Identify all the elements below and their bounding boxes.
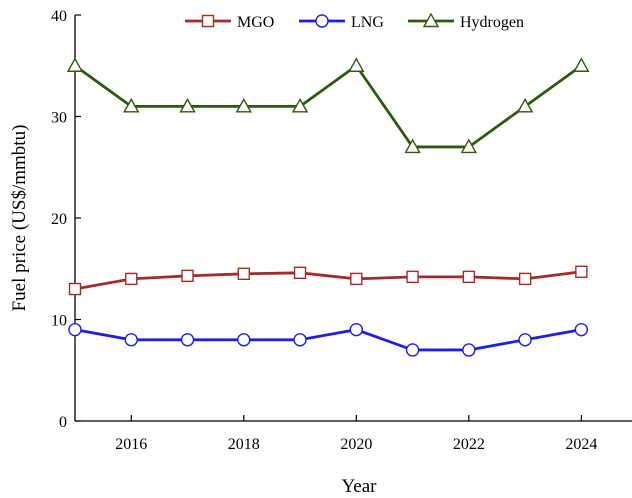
data-point-hydrogen [516, 97, 534, 113]
axes: 0 10 20 30 40 2016 2018 2020 2022 2024 [51, 8, 632, 453]
y-tick-label: 10 [51, 313, 67, 330]
data-point-mgo [181, 269, 194, 283]
data-point-mgo [293, 266, 307, 280]
series-line-mgo [74, 270, 582, 291]
legend-label-mgo: MGO [237, 14, 274, 31]
legend-item-mgo: MGO [185, 14, 274, 31]
legend-label-hydrogen: Hydrogen [460, 14, 524, 31]
data-point-mgo [518, 272, 532, 286]
y-tick-label: 0 [59, 414, 67, 431]
series-layer [66, 57, 590, 357]
data-point-lng [518, 333, 532, 347]
data-point-mgo [350, 272, 363, 286]
data-point-mgo [406, 270, 419, 284]
x-tick-label: 2020 [340, 436, 372, 453]
data-point-hydrogen [66, 57, 84, 72]
data-point-lng [349, 322, 364, 337]
y-tick-label: 30 [51, 110, 67, 127]
data-point-lng [237, 333, 251, 347]
data-point-lng [68, 322, 82, 337]
data-point-lng [293, 333, 307, 347]
data-point-hydrogen [179, 97, 196, 113]
series-mgo [68, 265, 588, 296]
legend: MGO LNG Hydrogen [185, 12, 524, 31]
data-point-lng [462, 343, 476, 357]
series-lng [68, 322, 589, 357]
legend-marker-mgo [201, 14, 215, 28]
series-line-hydrogen [74, 64, 583, 149]
x-tick-label: 2018 [228, 436, 260, 453]
x-axis-title: Year [341, 476, 377, 497]
data-point-hydrogen [123, 97, 140, 113]
legend-marker-hydrogen [422, 12, 440, 28]
x-tick-label: 2016 [115, 436, 147, 453]
legend-label-lng: LNG [351, 14, 384, 31]
legend-item-hydrogen: Hydrogen [408, 12, 524, 31]
data-point-hydrogen [573, 57, 590, 72]
series-hydrogen [66, 57, 590, 154]
data-point-hydrogen [460, 138, 478, 154]
data-point-lng [574, 322, 589, 337]
data-point-mgo [237, 267, 250, 281]
legend-item-lng: LNG [299, 14, 384, 31]
data-point-lng [124, 333, 138, 347]
data-point-lng [405, 343, 420, 357]
data-point-hydrogen [235, 97, 252, 113]
data-point-hydrogen [291, 97, 309, 113]
data-point-mgo [125, 272, 138, 286]
y-axis-title: Fuel price (US$/mmbtu) [9, 125, 30, 312]
series-line-lng [74, 328, 582, 352]
data-point-mgo [462, 270, 476, 284]
x-tick-label: 2022 [453, 436, 485, 453]
x-tick-label: 2024 [565, 436, 597, 453]
data-point-mgo [575, 265, 588, 278]
data-point-mgo [68, 282, 82, 296]
data-point-hydrogen [404, 138, 421, 154]
y-tick-label: 40 [51, 8, 67, 25]
legend-marker-lng [315, 14, 329, 28]
y-tick-label: 20 [51, 211, 67, 228]
data-point-lng [180, 333, 195, 347]
data-point-hydrogen [348, 57, 365, 72]
